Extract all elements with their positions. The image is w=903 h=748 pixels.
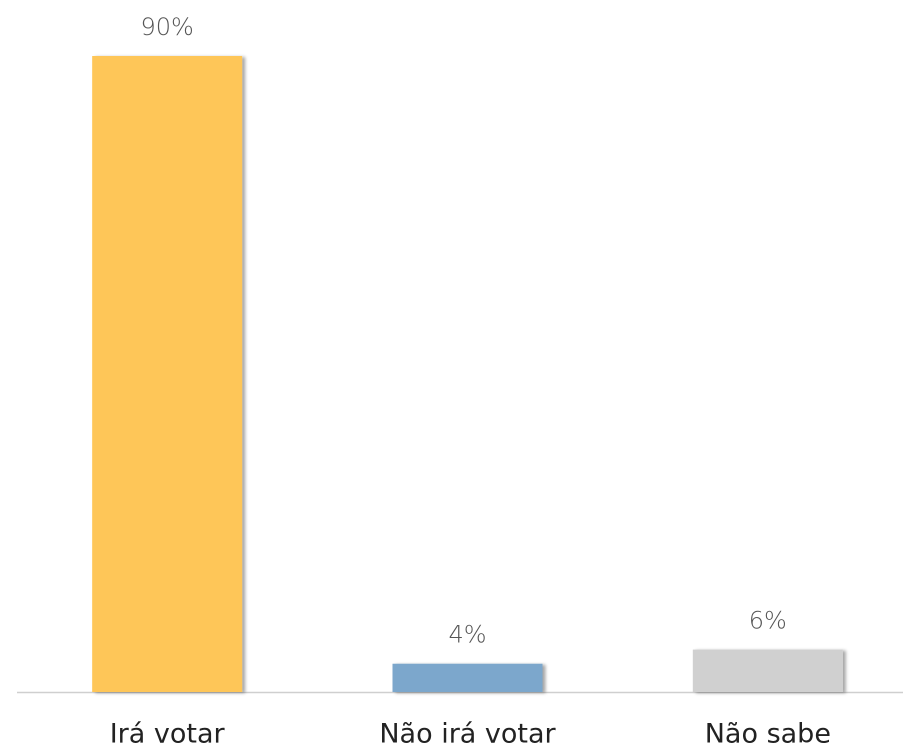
- bar: [392, 663, 543, 692]
- bar: [92, 56, 243, 692]
- x-tick-label: Não irá votar: [379, 719, 556, 748]
- value-label: 4%: [448, 621, 486, 649]
- value-label: 6%: [749, 607, 787, 635]
- value-label: 90%: [140, 13, 193, 41]
- x-tick-label: Não sabe: [705, 719, 831, 748]
- x-tick-label: Irá votar: [110, 719, 226, 748]
- bar: [692, 649, 843, 692]
